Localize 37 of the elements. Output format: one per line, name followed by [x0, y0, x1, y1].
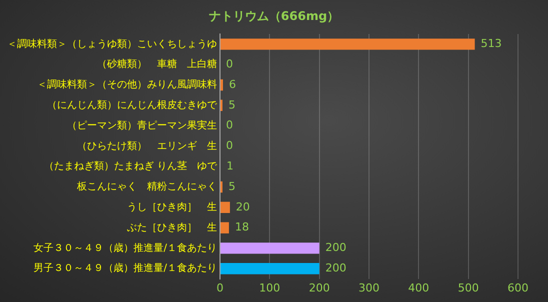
x-tick-label: 0 [216, 281, 224, 294]
data-label: 200 [325, 261, 346, 274]
data-label: 200 [325, 241, 346, 254]
y-tick-label: うし［ひき肉］ 生 [127, 200, 217, 213]
data-label: 513 [480, 37, 502, 50]
chart-title: ナトリウム（666mg） [208, 8, 340, 25]
x-tick-label: 100 [259, 281, 280, 294]
data-label: 5 [228, 180, 236, 193]
data-label: 18 [234, 220, 249, 234]
data-label: 6 [228, 78, 236, 91]
y-tick-label: （砂糖類） 車糖 上白糖 [97, 58, 217, 70]
y-tick-label: 女子３０～４９（歳）推進量/１食あたり [34, 242, 217, 254]
x-tick-label: 300 [358, 281, 380, 294]
bar [220, 38, 475, 50]
y-tick-label: 男子３０～４９（歳）推進量/１食あたり [34, 262, 217, 274]
y-tick-label: （ピーマン類）青ピーマン果実生 [67, 119, 217, 132]
x-tick-label: 500 [458, 281, 479, 294]
data-label: 5 [228, 98, 236, 112]
y-tick-label: （にんじん類）にんじん根皮むきゆで [47, 98, 218, 111]
y-tick-label: 板こんにゃく 精粉こんにゃく [76, 180, 217, 193]
data-label: 0 [226, 57, 233, 70]
y-tick-label: ぶた［ひき肉］ 生 [127, 221, 217, 234]
bar [220, 242, 320, 254]
bar [220, 222, 229, 234]
data-label: 20 [236, 200, 250, 214]
data-label: 0 [226, 139, 233, 152]
x-tick-label: 200 [308, 281, 330, 294]
x-tick-label: 600 [508, 281, 528, 294]
y-tick-label: ＜調味料類＞（その他）みりん風調味料 [37, 78, 217, 91]
data-label: 0 [226, 118, 233, 132]
y-tick-label: ＜調味料類＞（しょうゆ類）こいくちしょうゆ [7, 38, 217, 50]
bar [220, 202, 230, 214]
y-tick-label: （ひらたけ類） エリンギ 生 [77, 140, 217, 152]
y-tick-label: （たまねぎ類）たまねぎ りん茎 ゆで [44, 160, 218, 172]
bar [220, 262, 320, 274]
data-label: 1 [226, 159, 234, 172]
x-tick-label: 400 [408, 281, 430, 294]
